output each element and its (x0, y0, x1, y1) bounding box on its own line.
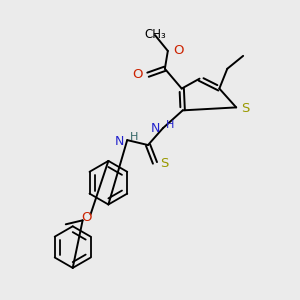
Text: S: S (241, 102, 250, 115)
Text: CH₃: CH₃ (144, 28, 166, 40)
Text: O: O (133, 68, 143, 81)
Text: H: H (130, 132, 139, 142)
Text: S: S (160, 158, 168, 170)
Text: O: O (173, 44, 183, 57)
Text: N: N (151, 122, 160, 135)
Text: N: N (115, 135, 124, 148)
Text: H: H (166, 120, 174, 130)
Text: O: O (81, 211, 92, 224)
